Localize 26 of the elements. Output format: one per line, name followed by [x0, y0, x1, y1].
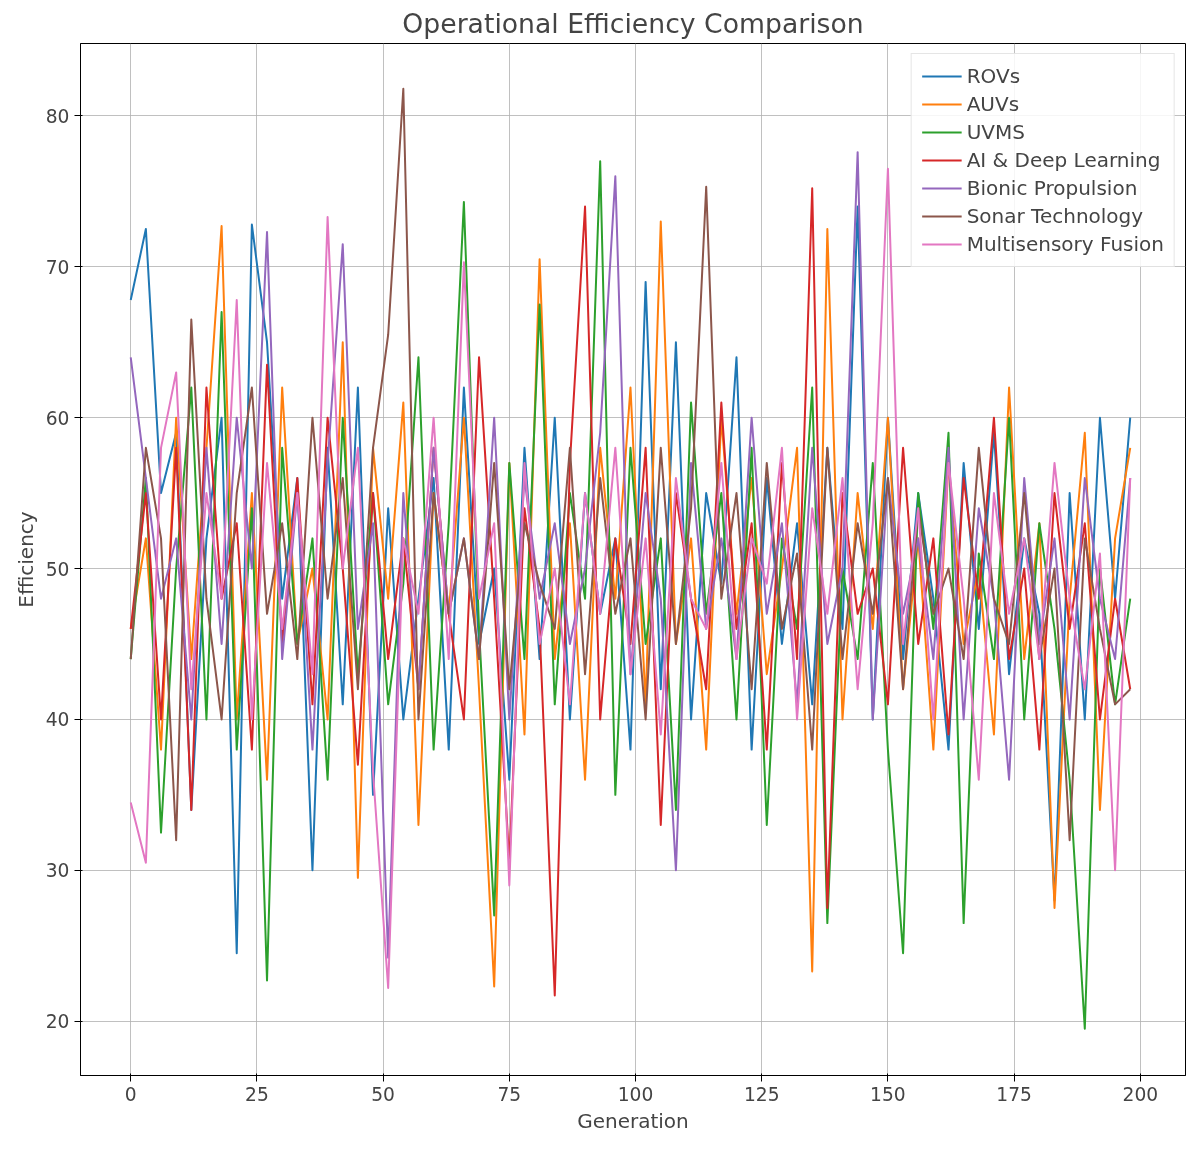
legend-label: UVMS [966, 120, 1025, 144]
legend-label: ROVs [966, 64, 1021, 88]
x-axis-title: Generation [577, 1108, 689, 1133]
y-tick-label: 20 [45, 1011, 70, 1033]
y-axis-title: Efficiency [13, 511, 38, 608]
x-tick-label: 100 [617, 1083, 654, 1105]
y-tick-label: 40 [45, 709, 70, 731]
y-tick-label: 50 [45, 558, 70, 580]
y-tick-label: 30 [45, 860, 70, 882]
legend-label: Multisensory Fusion [966, 232, 1164, 256]
x-tick-label: 200 [1122, 1083, 1159, 1105]
x-tick-label: 175 [996, 1083, 1032, 1105]
legend-label: Bionic Propulsion [966, 176, 1138, 200]
x-tick-label: 75 [497, 1083, 522, 1105]
chart-title: Operational Efficiency Comparison [402, 7, 864, 39]
x-tick-label: 125 [743, 1083, 780, 1105]
x-tick-label: 50 [371, 1083, 396, 1105]
x-tick-label: 25 [245, 1083, 269, 1105]
x-tick-label: 150 [870, 1083, 906, 1105]
y-tick-label: 60 [45, 407, 70, 429]
legend-label: AI & Deep Learning [966, 148, 1161, 172]
y-tick-label: 80 [45, 105, 70, 127]
x-tick-label: 0 [124, 1083, 137, 1105]
y-tick-label: 70 [45, 256, 70, 278]
legend-label: AUVs [966, 92, 1020, 116]
legend-label: Sonar Technology [966, 204, 1144, 228]
